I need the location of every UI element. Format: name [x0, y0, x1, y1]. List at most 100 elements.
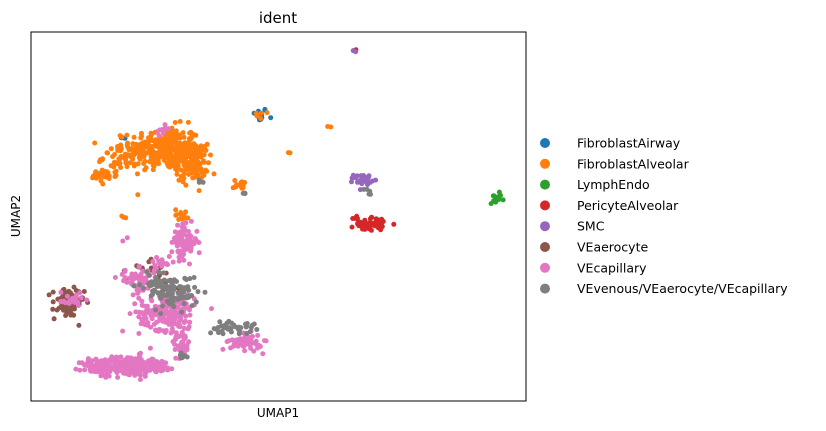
point: [77, 367, 83, 373]
point: [177, 333, 183, 339]
point: [174, 212, 180, 218]
point: [130, 292, 136, 298]
point: [189, 303, 195, 309]
point: [160, 282, 166, 288]
point: [144, 269, 150, 275]
point: [133, 309, 139, 315]
point: [113, 354, 119, 360]
point: [177, 146, 183, 152]
point: [362, 219, 368, 225]
point: [153, 281, 159, 287]
point: [59, 303, 65, 309]
point: [349, 179, 354, 185]
point: [117, 156, 123, 162]
point: [141, 149, 147, 155]
point: [254, 327, 260, 332]
point: [113, 172, 119, 178]
point: [191, 141, 197, 147]
point: [158, 259, 164, 265]
legend-marker: [540, 242, 550, 252]
point: [153, 137, 159, 143]
point: [184, 354, 190, 360]
point: [236, 331, 242, 337]
point: [158, 291, 163, 297]
point: [195, 289, 201, 295]
point: [85, 363, 90, 369]
point: [232, 178, 238, 183]
point: [229, 337, 235, 343]
point: [490, 193, 496, 199]
point: [50, 306, 56, 312]
point: [186, 242, 192, 248]
point: [182, 285, 188, 291]
series-vevenous-veaerocyte-vecapillary: [131, 177, 373, 361]
point: [151, 288, 157, 294]
point: [50, 299, 56, 305]
point: [183, 147, 189, 153]
point: [142, 158, 148, 164]
legend-marker: [540, 158, 550, 169]
point: [122, 278, 127, 284]
point: [179, 339, 185, 345]
point: [153, 369, 159, 375]
point: [135, 171, 140, 177]
point: [258, 110, 264, 116]
point: [239, 185, 245, 191]
point: [242, 342, 248, 347]
point: [169, 366, 175, 372]
point: [187, 319, 193, 325]
point: [142, 139, 148, 145]
point: [243, 321, 248, 327]
point: [142, 167, 148, 173]
point: [370, 221, 376, 227]
point: [177, 352, 183, 358]
series-lymphendo: [488, 189, 506, 207]
point: [170, 147, 176, 153]
point: [137, 156, 143, 162]
legend-label: PericyteAlveolar: [577, 198, 679, 213]
point: [203, 147, 209, 153]
legend-marker: [540, 200, 550, 211]
point: [149, 146, 155, 152]
point: [220, 346, 226, 352]
point: [99, 172, 105, 177]
point: [249, 322, 255, 328]
point: [198, 143, 204, 149]
point: [120, 238, 126, 244]
point: [193, 132, 199, 138]
point: [145, 359, 151, 365]
point: [148, 324, 154, 330]
point: [192, 284, 198, 290]
scatter-points: [46, 47, 506, 382]
legend-label: FibroblastAlveolar: [577, 156, 690, 171]
point: [131, 134, 137, 140]
point: [181, 239, 187, 245]
point: [182, 215, 188, 221]
point: [173, 207, 179, 213]
point: [186, 324, 192, 330]
point: [122, 357, 128, 363]
point: [217, 319, 223, 325]
point: [140, 311, 146, 317]
point: [178, 210, 184, 215]
point: [171, 239, 177, 245]
point: [260, 351, 266, 357]
point: [51, 316, 57, 322]
point: [132, 161, 137, 167]
point: [82, 367, 88, 373]
point: [188, 136, 194, 142]
point: [172, 229, 178, 235]
point: [242, 180, 248, 185]
point: [174, 322, 180, 327]
point: [123, 367, 129, 373]
point: [180, 179, 186, 185]
point: [139, 130, 144, 136]
point: [91, 368, 97, 374]
point: [153, 275, 159, 281]
point: [138, 135, 144, 141]
point: [181, 158, 187, 164]
point: [199, 170, 205, 176]
point: [379, 224, 385, 230]
point: [228, 329, 234, 335]
point: [181, 325, 187, 331]
